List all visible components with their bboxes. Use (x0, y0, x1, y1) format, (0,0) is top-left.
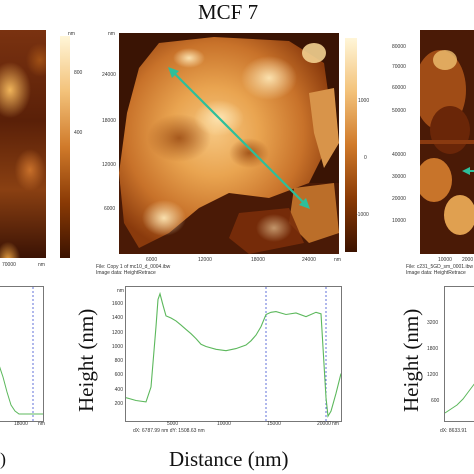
plot-x-tick-3: 20000 (317, 421, 331, 427)
right-y-tick-7: 10000 (392, 218, 406, 224)
figure-title: MCF 7 (198, 0, 259, 24)
right-profile-line (462, 167, 474, 175)
center-x-tick-2: 18000 (251, 257, 265, 263)
plot-y-tick-3: 800 (114, 358, 123, 365)
right-x-tick-1: 2000 (462, 257, 474, 263)
left-colorbar-tick-1: 400 (74, 130, 83, 136)
center-y-tick-3: 6000 (104, 206, 116, 212)
plot-x-tick-0: 5000 (167, 421, 179, 427)
plot-y-unit: nm (117, 288, 124, 294)
right-y-tick-4: 40000 (392, 152, 406, 158)
x-axis-label: Distance (nm) (169, 447, 289, 471)
plot-y-tick-1: 400 (114, 386, 123, 393)
right-profile-curve (444, 383, 474, 414)
left-plot-x-tick: 18000 (14, 421, 28, 427)
plot-y-ticks: 200 400 600 800 1000 1200 1400 1600 (104, 286, 124, 420)
profile-plot-svg (125, 287, 342, 421)
right-image-line: Image data: HeightRetrace (406, 270, 466, 276)
center-image-line: Image data: HeightRetrace (96, 270, 156, 276)
center-colorbar-tick-2: -1000 (356, 212, 369, 218)
right-y-tick-0: 80000 (392, 44, 406, 50)
center-colorbar (345, 38, 357, 252)
center-afm-image (119, 33, 339, 254)
right-afm-topography (420, 30, 474, 254)
right-plot-y-tick-2: 1200 (427, 372, 439, 378)
right-y-tick-6: 20000 (392, 196, 406, 202)
right-y-tick-2: 60000 (392, 85, 406, 91)
left-profile-curve (0, 287, 43, 421)
left-x-unit: nm (38, 262, 45, 268)
left-profile-plot (0, 286, 44, 422)
plot-y-tick-4: 1000 (111, 343, 123, 350)
height-profile-series-0 (125, 291, 342, 418)
right-plot-footer-fragment: dX: 8633.91 (440, 428, 467, 434)
left-y-unit: nm (68, 31, 75, 37)
center-x-tick-3: 24000 (302, 257, 316, 263)
center-x-unit: nm (334, 257, 341, 263)
right-y-tick-1: 70000 (392, 64, 406, 70)
center-y-tick-0: 24000 (102, 72, 116, 78)
right-y-tick-5: 30000 (392, 174, 406, 180)
right-profile-plot (444, 286, 474, 422)
center-x-tick-1: 12000 (198, 257, 212, 263)
plot-y-tick-7: 1600 (111, 301, 123, 308)
plot-y-tick-2: 600 (114, 372, 123, 379)
right-plot-y-tick-3: 600 (431, 398, 440, 404)
center-colorbar-tick-0: 1000 (358, 98, 370, 104)
left-x-tick: 70000 (2, 262, 16, 268)
center-file-line: File: Copy 1 of mc10_d_0004.ibw (96, 264, 171, 270)
left-colorbar-tick-0: 800 (74, 70, 83, 76)
plot-x-tick-2: 15000 (267, 421, 281, 427)
right-plot-y-tick-1: 1800 (427, 346, 439, 352)
plot-y-tick-6: 1400 (111, 315, 123, 322)
right-afm-image (420, 30, 474, 254)
plot-x-ticks: 5000 10000 15000 20000 nm (125, 421, 365, 429)
y-axis-label: Height (nm) (74, 308, 98, 412)
profile-plot (125, 286, 342, 422)
left-plot-x-unit: nm (38, 421, 45, 427)
plot-y-tick-0: 200 (114, 400, 123, 407)
right-y-tick-3: 50000 (392, 108, 406, 114)
center-y-unit: nm (108, 31, 115, 37)
center-colorbar-tick-1: 0 (364, 155, 367, 161)
right-file-line: File: c231_5GD_sm_0001.ibw (406, 264, 473, 270)
left-afm-image (0, 30, 46, 258)
right-x-tick-0: 10000 (438, 257, 452, 263)
center-x-tick-0: 6000 (146, 257, 158, 263)
right-plot-y-tick-0: 3200 (427, 320, 439, 326)
plot-x-tick-1: 10000 (217, 421, 231, 427)
left-x-axis-label-fragment: ) (0, 449, 6, 469)
plot-y-tick-5: 1200 (111, 329, 123, 336)
right-y-axis-label: Height (nm) (399, 308, 423, 412)
plot-footer: dX: 6787.99 nm dY: 1508.63 nm (133, 428, 205, 434)
left-colorbar (60, 36, 70, 258)
center-y-tick-2: 12000 (102, 162, 116, 168)
center-y-tick-1: 18000 (102, 118, 116, 124)
plot-x-unit: nm (332, 421, 339, 427)
center-profile-line (168, 67, 310, 209)
